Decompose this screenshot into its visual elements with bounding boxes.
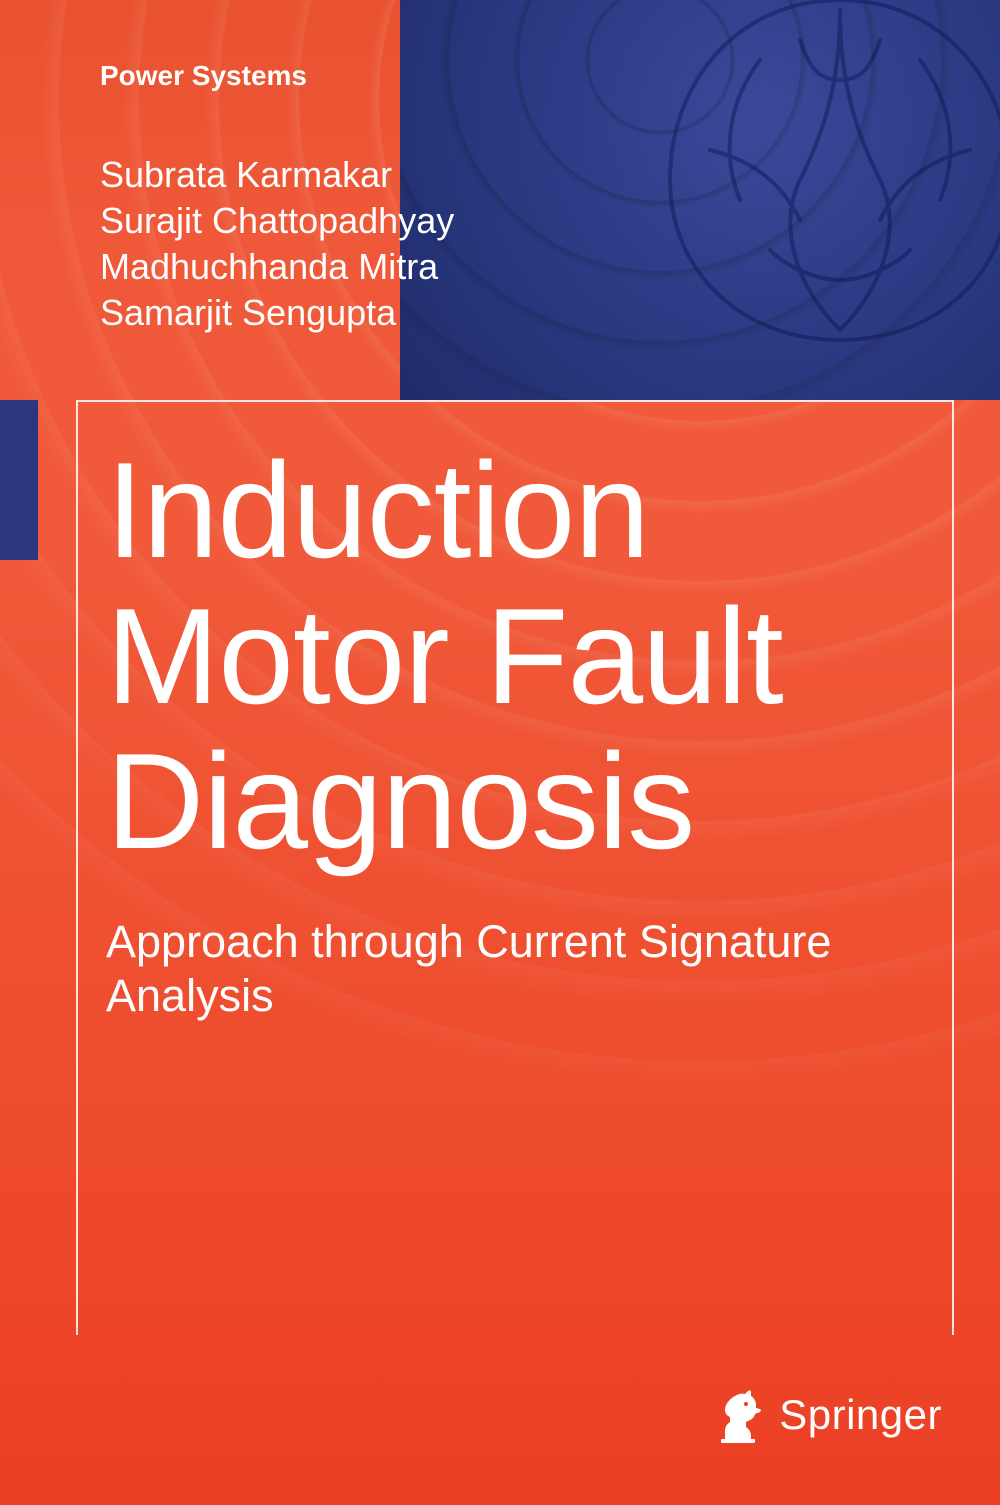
spine-tab bbox=[0, 400, 38, 560]
author-name: Samarjit Sengupta bbox=[100, 290, 454, 336]
publisher-name: Springer bbox=[779, 1391, 942, 1439]
book-title: Induction Motor Fault Diagnosis bbox=[106, 438, 928, 875]
blue-corner-block bbox=[400, 0, 1000, 400]
book-cover: Power Systems Subrata Karmakar Surajit C… bbox=[0, 0, 1000, 1505]
title-line: Motor Fault bbox=[106, 584, 928, 730]
springer-horse-icon bbox=[711, 1387, 765, 1443]
author-name: Subrata Karmakar bbox=[100, 152, 454, 198]
author-name: Madhuchhanda Mitra bbox=[100, 244, 454, 290]
author-name: Surajit Chattopadhyay bbox=[100, 198, 454, 244]
series-label: Power Systems bbox=[100, 60, 307, 92]
authors-block: Subrata Karmakar Surajit Chattopadhyay M… bbox=[100, 152, 454, 336]
publisher-block: Springer bbox=[711, 1387, 942, 1443]
title-line: Diagnosis bbox=[106, 729, 928, 875]
book-subtitle: Approach through Current Signature Analy… bbox=[106, 915, 866, 1023]
brain-cross-section-icon bbox=[620, 0, 1000, 370]
title-box: Induction Motor Fault Diagnosis Approach… bbox=[76, 400, 954, 1335]
title-line: Induction bbox=[106, 438, 928, 584]
